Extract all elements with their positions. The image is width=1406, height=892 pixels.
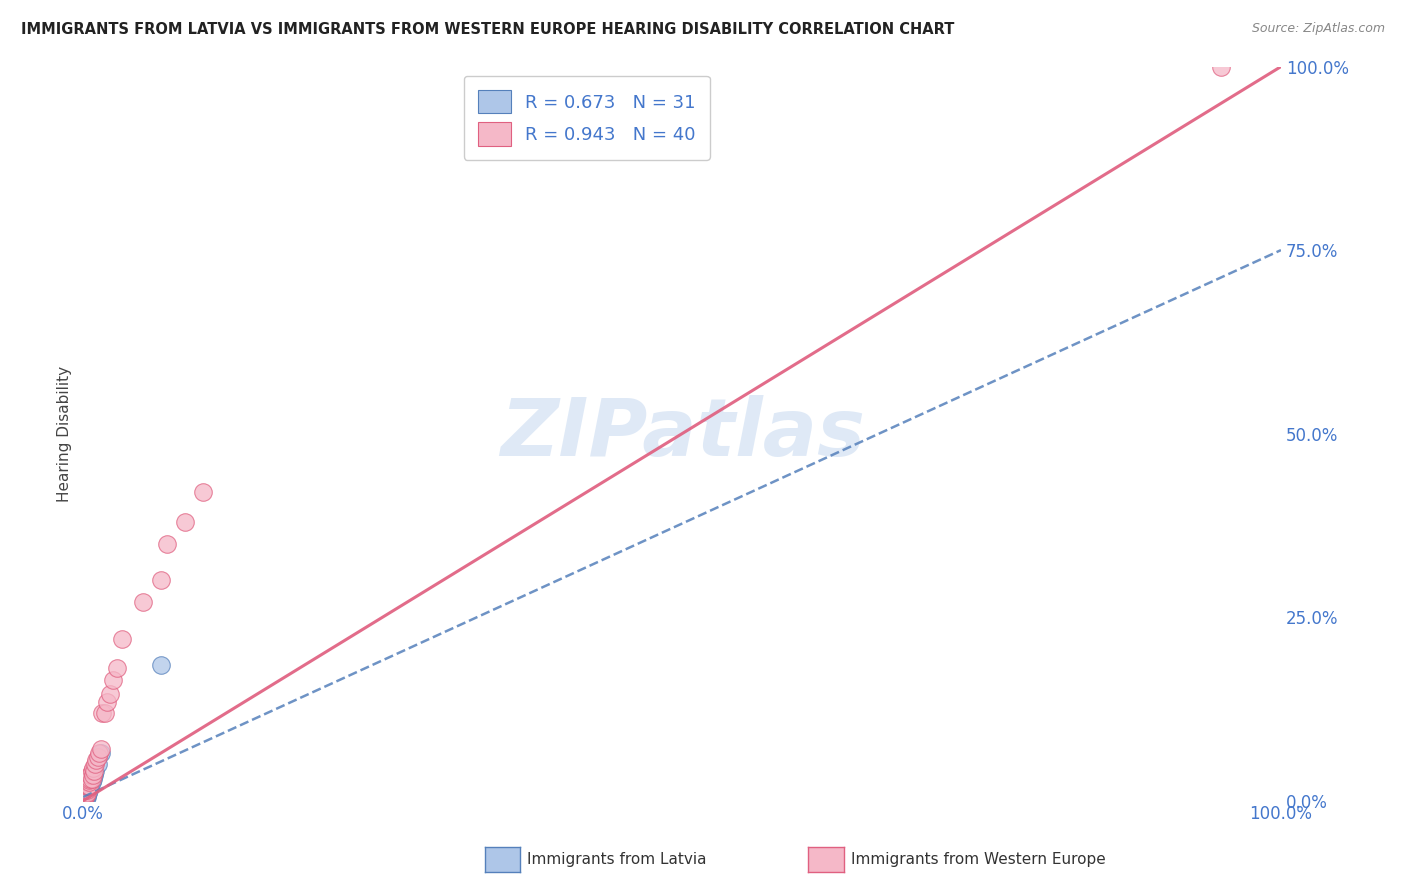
Point: [75, 782, 97, 797]
Point: [79, 775, 101, 789]
Point: [150, 574, 173, 588]
Point: [79, 772, 101, 786]
Point: [174, 515, 197, 529]
Point: [73, 793, 96, 807]
Point: [76, 779, 98, 793]
Point: [82, 772, 104, 786]
Point: [1209, 60, 1232, 74]
Point: [76, 789, 98, 804]
Point: [96, 694, 118, 708]
Point: [150, 657, 173, 672]
Point: [73, 792, 96, 806]
Legend: R = 0.673   N = 31, R = 0.943   N = 40: R = 0.673 N = 31, R = 0.943 N = 40: [464, 76, 710, 160]
Point: [77, 782, 100, 797]
Point: [73, 790, 96, 805]
Point: [73, 791, 96, 805]
Point: [86, 756, 108, 771]
Point: [87, 746, 110, 760]
Point: [98, 687, 121, 701]
Point: [75, 788, 97, 802]
Point: [77, 773, 100, 788]
Point: [83, 768, 105, 782]
Point: [80, 764, 103, 779]
Text: Immigrants from Western Europe: Immigrants from Western Europe: [851, 853, 1105, 867]
Point: [79, 768, 101, 782]
Point: [75, 786, 97, 800]
Point: [86, 749, 108, 764]
Point: [191, 485, 214, 500]
Point: [110, 632, 132, 647]
Point: [91, 706, 114, 720]
Text: Source: ZipAtlas.com: Source: ZipAtlas.com: [1251, 22, 1385, 36]
Point: [80, 772, 103, 786]
Text: ZIPatlas: ZIPatlas: [499, 394, 865, 473]
Point: [90, 742, 112, 756]
Point: [73, 792, 96, 806]
Point: [76, 782, 98, 797]
Point: [75, 786, 97, 800]
Point: [73, 789, 96, 804]
Point: [75, 788, 97, 802]
Point: [75, 789, 97, 803]
Point: [90, 746, 112, 760]
Point: [76, 785, 98, 799]
Point: [86, 753, 108, 767]
Point: [77, 775, 100, 789]
Point: [76, 786, 98, 800]
Point: [77, 779, 100, 793]
Point: [82, 761, 104, 775]
Text: IMMIGRANTS FROM LATVIA VS IMMIGRANTS FROM WESTERN EUROPE HEARING DISABILITY CORR: IMMIGRANTS FROM LATVIA VS IMMIGRANTS FRO…: [21, 22, 955, 37]
Point: [84, 764, 107, 779]
Point: [105, 661, 128, 675]
Point: [75, 785, 97, 799]
Point: [73, 788, 96, 802]
Point: [77, 780, 100, 795]
Point: [132, 595, 155, 609]
Point: [76, 788, 98, 802]
Point: [80, 775, 103, 789]
Point: [79, 779, 101, 793]
Point: [83, 764, 105, 779]
Point: [82, 768, 104, 782]
Point: [103, 673, 125, 687]
Y-axis label: Hearing Disability: Hearing Disability: [58, 366, 72, 501]
Point: [94, 706, 117, 720]
Point: [156, 537, 179, 551]
Point: [77, 779, 100, 793]
Point: [76, 786, 98, 800]
Point: [84, 756, 107, 771]
Point: [77, 782, 100, 797]
Point: [75, 789, 97, 804]
Text: Immigrants from Latvia: Immigrants from Latvia: [527, 853, 707, 867]
Point: [73, 789, 96, 804]
Point: [75, 787, 97, 801]
Point: [77, 779, 100, 793]
Point: [77, 775, 100, 789]
Point: [73, 793, 96, 807]
Point: [76, 782, 98, 797]
Point: [77, 786, 100, 800]
Point: [75, 791, 97, 805]
